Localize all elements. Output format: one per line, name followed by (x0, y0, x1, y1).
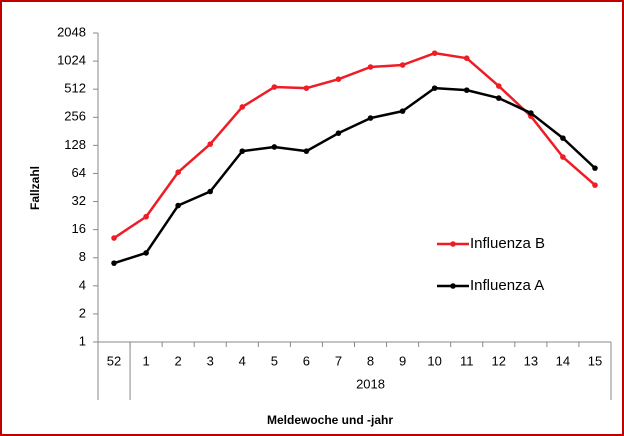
data-point (175, 169, 181, 176)
data-point (303, 85, 310, 91)
y-tick-label: 2048 (57, 24, 86, 39)
x-tick-label: 4 (239, 353, 246, 368)
data-point (239, 148, 246, 154)
legend-label: Influenza B (470, 235, 545, 252)
x-tick-label: 6 (303, 353, 310, 368)
data-point (271, 144, 278, 150)
y-tick-label: 2 (79, 305, 86, 320)
data-point (335, 130, 342, 136)
data-point (143, 213, 149, 220)
y-tick-label: 1 (79, 333, 86, 348)
data-point (335, 76, 342, 82)
data-point (399, 108, 406, 114)
legend-label: Influenza A (470, 277, 544, 294)
x-tick-label: 8 (367, 353, 374, 368)
y-tick-label: 64 (72, 165, 86, 180)
x-axis-label: Meldewoche und -jahr (267, 413, 393, 427)
x-tick-label: 3 (207, 353, 214, 368)
y-tick-label: 16 (72, 221, 86, 236)
x-tick-label: 13 (524, 353, 538, 368)
x-tick-label: 7 (335, 353, 342, 368)
data-point (207, 141, 214, 147)
y-tick-label: 8 (79, 249, 86, 264)
data-point (367, 64, 374, 70)
data-point (592, 165, 598, 171)
x-tick-label: 2 (175, 353, 182, 368)
legend-marker (450, 241, 456, 247)
x-tick-label: 12 (492, 353, 506, 368)
data-point (367, 115, 374, 121)
x-tick-label: 5 (271, 353, 278, 368)
data-point (528, 110, 534, 116)
y-tick-label: 32 (72, 193, 86, 208)
data-point (431, 50, 438, 56)
data-point (463, 87, 470, 93)
y-tick-label: 1024 (57, 53, 86, 68)
data-point (431, 85, 438, 91)
data-point (592, 182, 598, 188)
data-point (495, 95, 502, 101)
data-point (463, 55, 470, 61)
x-tick-label: 9 (399, 353, 406, 368)
data-point (239, 104, 246, 110)
y-tick-label: 128 (64, 137, 86, 152)
x-tick-label: 11 (460, 353, 474, 368)
data-point (495, 83, 502, 89)
x-tick-label: 1 (142, 353, 149, 368)
data-point (271, 84, 278, 90)
series-line (113, 86, 596, 265)
data-point (175, 202, 181, 209)
x-tick-label: 14 (556, 353, 570, 368)
group-label: 2018 (356, 376, 385, 391)
y-tick-label: 512 (64, 81, 86, 96)
data-point (560, 154, 566, 160)
data-point (303, 148, 310, 154)
series-line (113, 51, 596, 240)
legend-marker (450, 283, 456, 289)
data-point (560, 135, 566, 141)
x-tick-label: 10 (427, 353, 441, 368)
x-tick-label: 15 (588, 353, 602, 368)
data-point (207, 188, 214, 195)
y-axis-label: Fallzahl (28, 166, 42, 210)
y-tick-label: 4 (79, 277, 86, 292)
x-tick-label: 52 (107, 353, 121, 368)
y-tick-label: 256 (64, 109, 86, 124)
data-point (111, 260, 117, 266)
data-point (143, 250, 149, 256)
data-point (399, 62, 406, 68)
data-point (111, 235, 117, 241)
